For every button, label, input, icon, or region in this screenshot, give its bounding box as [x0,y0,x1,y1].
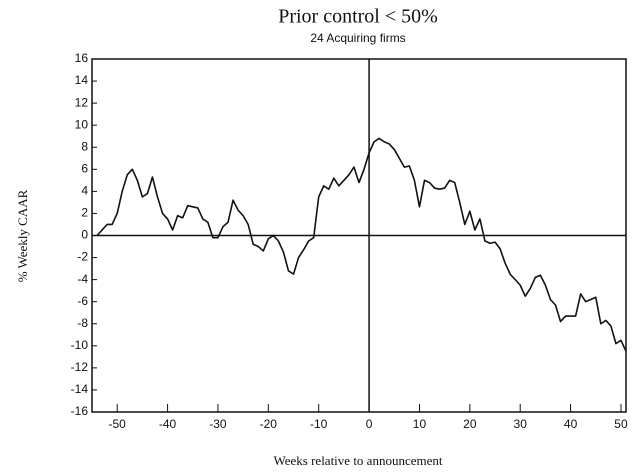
x-tick-label: -30 [209,417,227,431]
y-tick-label: -6 [77,294,88,308]
x-tick-label: 10 [413,417,427,431]
y-tick-label: -2 [77,250,88,264]
x-tick-label: -40 [159,417,177,431]
data-line [96,137,627,352]
y-tick-label: 12 [75,95,89,109]
y-tick-label: 6 [81,161,88,175]
y-tick-label: -10 [71,338,89,352]
y-axis-label: % Weekly CAAR [15,189,30,282]
x-tick-label: 50 [614,417,628,431]
y-tick-label: 10 [75,117,89,131]
x-tick-label: -20 [260,417,278,431]
x-tick-label: -10 [310,417,328,431]
x-tick-label: -50 [109,417,127,431]
y-tick-label: 14 [75,73,89,87]
y-tick-label: 4 [81,184,88,198]
x-tick-label: 20 [463,417,477,431]
x-tick-label: 30 [514,417,528,431]
x-tick-label: 0 [366,417,373,431]
y-tick-label: -4 [77,272,88,286]
y-tick-label: 2 [81,206,88,220]
x-axis-label: Weeks relative to announcement [274,453,443,468]
chart-subtitle: 24 Acquiring firms [310,31,405,45]
y-tick-label: -14 [71,382,89,396]
y-tick-label: 0 [81,228,88,242]
y-tick-label: 8 [81,139,88,153]
y-tick-label: -12 [71,360,89,374]
y-tick-label: -8 [77,316,88,330]
chart-title: Prior control < 50% [278,6,438,28]
y-tick-label: -16 [71,404,89,418]
y-tick-label: 16 [75,51,89,65]
x-tick-label: 40 [564,417,578,431]
